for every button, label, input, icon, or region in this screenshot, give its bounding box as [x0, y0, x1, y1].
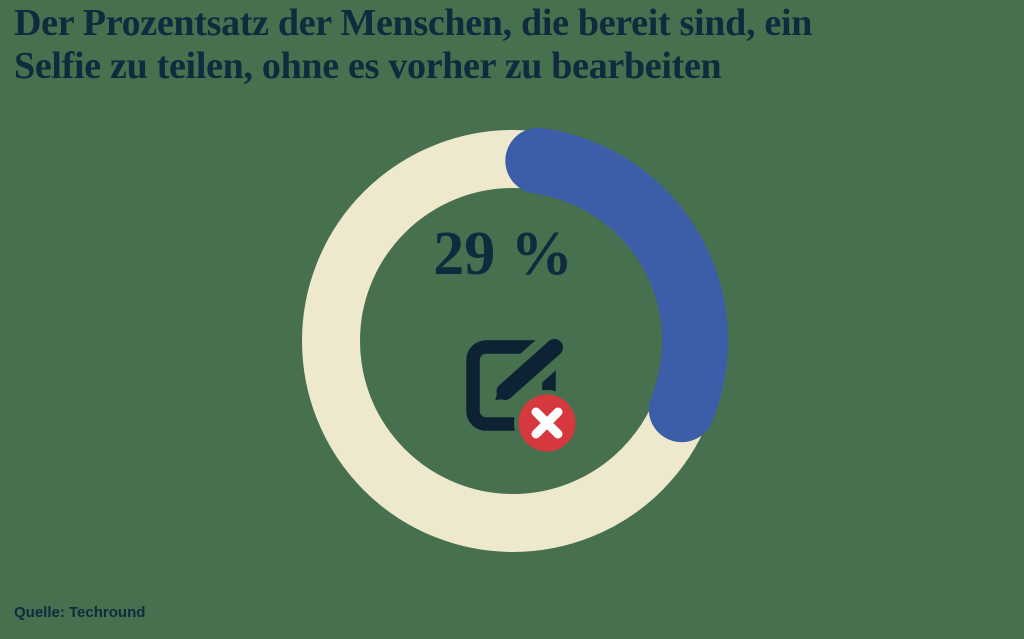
donut-value-arc [505, 127, 728, 443]
no-edit-icon [466, 337, 580, 456]
chart-title-line-1: Der Prozentsatz der Menschen, die bereit… [14, 2, 813, 44]
pencil-shape [496, 339, 563, 400]
source-label: Quelle: Techround [14, 604, 146, 621]
pencil-tip-shape [495, 385, 511, 401]
chart-title-line-2: Selfie zu teilen, ohne es vorher zu bear… [14, 45, 722, 87]
chart-title: Der Prozentsatz der Menschen, die bereit… [14, 2, 1014, 88]
edit-square-shape [466, 340, 556, 431]
donut-center-value: 29 % [433, 220, 573, 288]
donut-chart: 29 % [297, 125, 729, 557]
donut-ring-svg [302, 127, 728, 552]
x-mark-icon [531, 407, 563, 439]
